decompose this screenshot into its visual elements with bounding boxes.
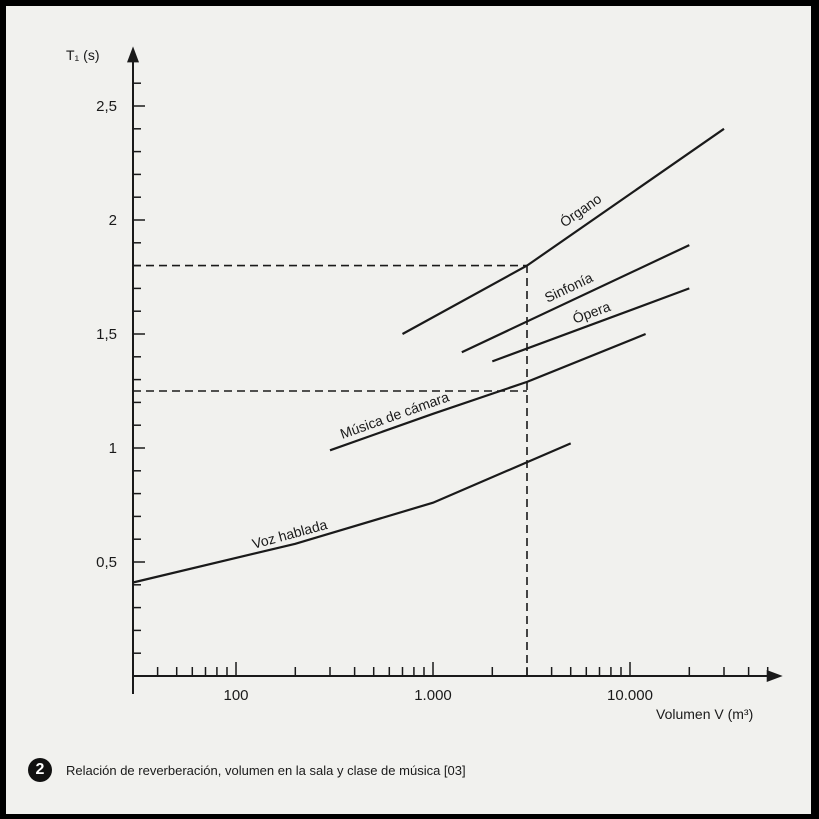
figure-number-badge: 2 — [28, 758, 52, 782]
figure-frame: 0,5 1 1,5 2 2,5 100 1.000 10.000 Voz hablada Mús… — [6, 6, 811, 814]
series-line — [132, 442, 572, 584]
series-line — [461, 244, 690, 354]
y-tick-label: 2,5 — [96, 98, 117, 115]
y-tick-label: 1,5 — [96, 326, 117, 343]
chart-ticks: 0,5 1 1,5 2 2,5 100 1.000 10.000 — [96, 82, 769, 704]
y-tick-label: 1 — [109, 440, 117, 457]
series-line — [491, 287, 690, 363]
series-line — [329, 332, 647, 452]
y-tick-label: 0,5 — [96, 554, 117, 571]
caption-text: Relación de reverberación, volumen en la… — [66, 762, 466, 778]
series-lines — [132, 127, 725, 584]
figure-caption: 2 Relación de reverberación, volumen en … — [28, 758, 466, 782]
y-axis-title: T₁ (s) — [66, 47, 100, 63]
series-label: Voz hablada — [250, 516, 329, 552]
series-line — [401, 127, 725, 335]
chart-axes — [127, 46, 783, 694]
series-label: Órgano — [557, 190, 605, 230]
reference-lines — [133, 264, 528, 676]
x-axis-title: Volumen V (m³) — [656, 706, 753, 722]
series-label: Música de cámara — [338, 388, 451, 441]
x-tick-label: 1.000 — [414, 687, 452, 704]
series-label: Ópera — [570, 298, 612, 327]
x-tick-label: 100 — [223, 687, 248, 704]
reverberation-chart: 0,5 1 1,5 2 2,5 100 1.000 10.000 Voz hablada Mús… — [66, 46, 783, 722]
y-tick-label: 2 — [109, 212, 117, 229]
x-axis-arrowhead — [766, 670, 783, 682]
series-label: Sinfonía — [542, 269, 595, 305]
y-axis-arrowhead — [127, 46, 139, 63]
x-tick-label: 10.000 — [607, 687, 653, 704]
